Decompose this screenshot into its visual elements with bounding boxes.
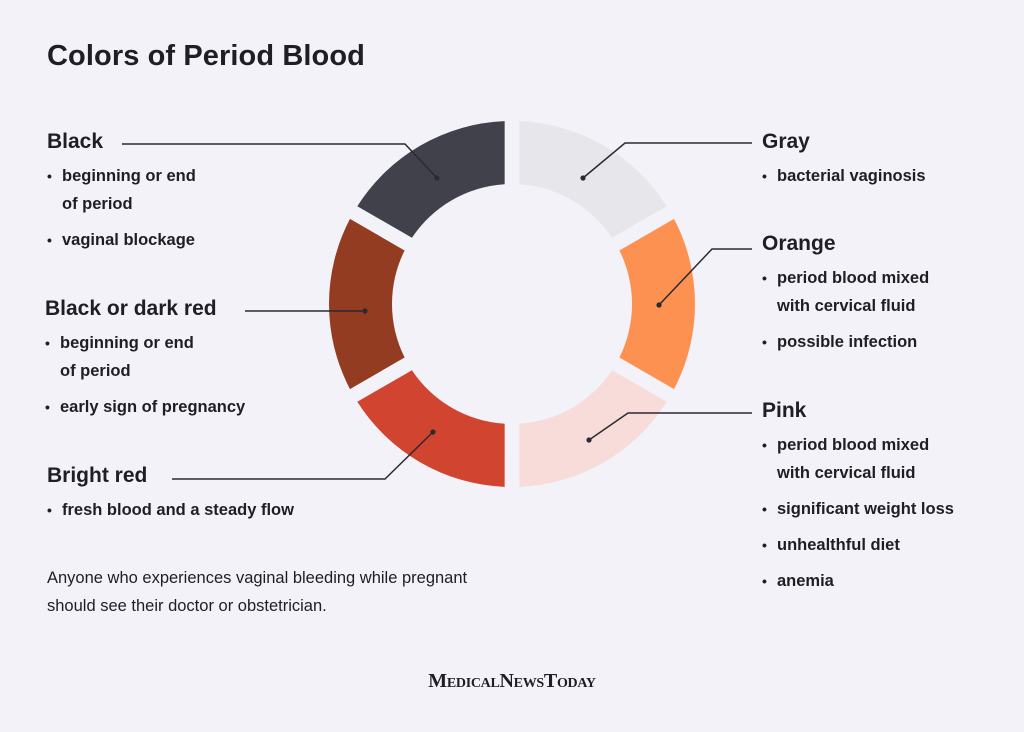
- note-line: should see their doctor or obstetrician.: [47, 597, 327, 615]
- callout-black-bullets: beginning or end of period vaginal block…: [47, 162, 196, 254]
- leader-lines: [122, 142, 752, 480]
- brand-logo: MedicalNewsToday: [0, 670, 1024, 693]
- callout-orange-bullets: period blood mixed with cervical fluid p…: [762, 264, 929, 356]
- page-title: Colors of Period Blood: [47, 40, 365, 72]
- leader-line-orange: [658, 248, 752, 306]
- callout-pink-bullets: period blood mixed with cervical fluid s…: [762, 431, 954, 595]
- list-item: unhealthful diet: [762, 531, 954, 559]
- callout-dark-red-bullets: beginning or end of period early sign of…: [45, 329, 245, 421]
- bullet-line: beginning or end: [60, 334, 194, 352]
- list-item: possible infection: [762, 328, 929, 356]
- donut-segments: [328, 121, 696, 487]
- leader-line-pink: [588, 412, 752, 441]
- callout-bright-red-bullets: fresh blood and a steady flow: [47, 496, 294, 524]
- bullet-line: anemia: [777, 572, 834, 590]
- callout-orange: Orange period blood mixed with cervical …: [762, 232, 929, 356]
- leader-dot: [656, 302, 662, 308]
- bullet-line: possible infection: [777, 333, 918, 351]
- callout-gray-bullets: bacterial vaginosis: [762, 162, 926, 190]
- list-item: beginning or end of period: [47, 162, 196, 218]
- leader-line-black: [122, 143, 438, 179]
- donut-segment-black-or-dark-red: [328, 218, 405, 390]
- bullet-line: period blood mixed: [777, 269, 930, 287]
- callout-gray-label: Gray: [762, 130, 810, 153]
- list-item: vaginal blockage: [47, 226, 196, 254]
- bullet-line: fresh blood and a steady flow: [62, 501, 294, 519]
- bullet-line: vaginal blockage: [62, 231, 195, 249]
- bullet-line: period blood mixed: [777, 436, 930, 454]
- callout-black-or-dark-red: Black or dark red beginning or end of pe…: [45, 297, 245, 421]
- donut-segment-pink: [519, 370, 667, 487]
- bullet-line: beginning or end: [62, 167, 196, 185]
- list-item: anemia: [762, 567, 954, 595]
- list-item: period blood mixed with cervical fluid: [762, 264, 929, 320]
- donut-segment-bright-red: [357, 370, 505, 487]
- callout-bright-red: Bright red fresh blood and a steady flow: [47, 464, 294, 524]
- leader-dot: [434, 175, 440, 181]
- pregnancy-note: Anyone who experiences vaginal bleeding …: [47, 564, 587, 620]
- leader-dot: [586, 437, 592, 443]
- donut-segment-gray: [519, 121, 667, 238]
- bullet-line: of period: [60, 362, 131, 380]
- list-item: bacterial vaginosis: [762, 162, 926, 190]
- leader-line-gray: [582, 142, 752, 179]
- list-item: fresh blood and a steady flow: [47, 496, 294, 524]
- brand-word: News: [499, 670, 545, 692]
- callout-gray: Gray bacterial vaginosis: [762, 130, 926, 190]
- bullet-line: with cervical fluid: [777, 297, 916, 315]
- callout-pink: Pink period blood mixed with cervical fl…: [762, 399, 954, 595]
- list-item: beginning or end of period: [45, 329, 245, 385]
- list-item: early sign of pregnancy: [45, 393, 245, 421]
- leader-dot: [430, 429, 436, 435]
- bullet-line: early sign of pregnancy: [60, 398, 246, 416]
- note-line: Anyone who experiences vaginal bleeding …: [47, 569, 468, 587]
- leader-line-bright-red: [172, 431, 434, 480]
- callout-orange-label: Orange: [762, 232, 836, 255]
- bullet-line: with cervical fluid: [777, 464, 916, 482]
- leader-dot: [580, 175, 586, 181]
- list-item: period blood mixed with cervical fluid: [762, 431, 954, 487]
- callout-bright-red-label: Bright red: [47, 464, 148, 487]
- bullet-line: of period: [62, 195, 133, 213]
- callout-black: Black beginning or end of period vaginal…: [47, 130, 196, 254]
- leader-dot: [362, 308, 368, 314]
- bullet-line: significant weight loss: [777, 500, 954, 518]
- callout-pink-label: Pink: [762, 399, 807, 422]
- callout-dark-red-label: Black or dark red: [45, 297, 217, 320]
- callout-black-label: Black: [47, 130, 104, 153]
- bullet-line: unhealthful diet: [777, 536, 900, 554]
- bullet-line: bacterial vaginosis: [777, 167, 926, 185]
- list-item: significant weight loss: [762, 495, 954, 523]
- donut-segment-black: [357, 121, 505, 238]
- brand-word: Medical: [428, 670, 500, 692]
- brand-word: Today: [543, 670, 596, 692]
